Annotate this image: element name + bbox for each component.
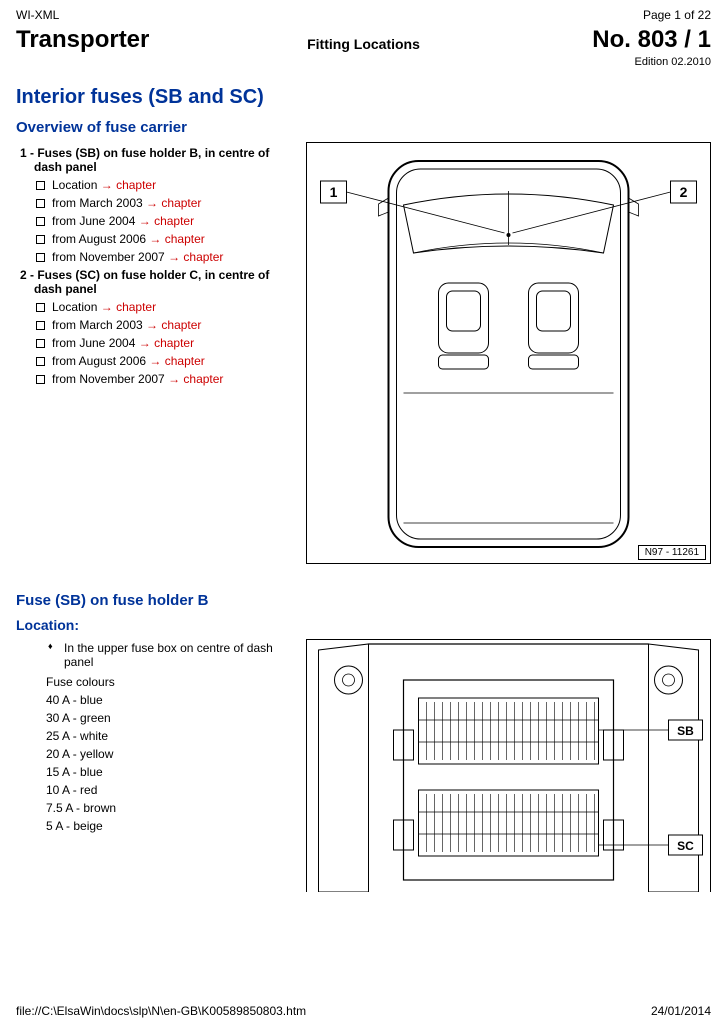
location-text-column: In the upper fuse box on centre of dash … xyxy=(16,639,296,892)
fuse-colours-heading: Fuse colours xyxy=(46,675,296,689)
fuse-colour-item: 20 A - yellow xyxy=(46,747,296,761)
list-item: from November 2007 → chapter xyxy=(52,250,296,264)
chapter-link[interactable]: chapter xyxy=(183,250,223,264)
fusebox-diagram: SB SC xyxy=(307,640,710,892)
footer-date: 24/01/2014 xyxy=(651,1004,711,1018)
list-item: from June 2004 → chapter xyxy=(52,214,296,228)
heading-overview: Overview of fuse carrier xyxy=(16,119,711,136)
fuse-colour-item: 5 A - beige xyxy=(46,819,296,833)
list-item: from November 2007 → chapter xyxy=(52,372,296,386)
svg-text:2: 2 xyxy=(680,184,688,200)
heading-location: Location: xyxy=(16,617,711,633)
fuse-colour-item: 10 A - red xyxy=(46,783,296,797)
list-item: from March 2003 → chapter xyxy=(52,318,296,332)
fuse-colour-item: 7.5 A - brown xyxy=(46,801,296,815)
heading-fuse-sb: Fuse (SB) on fuse holder B xyxy=(16,592,711,609)
fuse-colour-item: 30 A - green xyxy=(46,711,296,725)
list-item: Location → chapter xyxy=(52,178,296,192)
title-model: Transporter xyxy=(16,26,149,54)
list-item: from August 2006 → chapter xyxy=(52,354,296,368)
fuse-colour-item: 15 A - blue xyxy=(46,765,296,779)
edition: Edition 02.2010 xyxy=(16,56,711,68)
heading-interior-fuses: Interior fuses (SB and SC) xyxy=(16,86,711,109)
chapter-link[interactable]: chapter xyxy=(154,336,194,350)
list-item: from March 2003 → chapter xyxy=(52,196,296,210)
svg-text:1: 1 xyxy=(330,184,338,200)
group-2-heading: 2 - Fuses (SC) on fuse holder C, in cent… xyxy=(34,268,296,296)
fusebox-figure: SB SC xyxy=(306,639,711,892)
chapter-link[interactable]: chapter xyxy=(116,300,156,314)
title-number: No. 803 / 1 xyxy=(592,26,711,54)
fuse-colour-item: 25 A - white xyxy=(46,729,296,743)
chapter-link[interactable]: chapter xyxy=(165,354,205,368)
page-indicator: Page 1 of 22 xyxy=(643,8,711,22)
figure-id-label: N97 - 11261 xyxy=(638,545,706,560)
group-2-list: Location → chapter from March 2003 → cha… xyxy=(16,300,296,386)
group-1-list: Location → chapter from March 2003 → cha… xyxy=(16,178,296,264)
list-item: from August 2006 → chapter xyxy=(52,232,296,246)
group-1-heading: 1 - Fuses (SB) on fuse holder B, in cent… xyxy=(34,146,296,174)
doc-id: WI-XML xyxy=(16,8,59,22)
list-item: Location → chapter xyxy=(52,300,296,314)
svg-text:SC: SC xyxy=(677,839,694,853)
vehicle-overview-figure: 1 2 xyxy=(306,142,711,564)
list-item: from June 2004 → chapter xyxy=(52,336,296,350)
chapter-link[interactable]: chapter xyxy=(161,196,201,210)
overview-text-column: 1 - Fuses (SB) on fuse holder B, in cent… xyxy=(16,142,296,564)
chapter-link[interactable]: chapter xyxy=(116,178,156,192)
fuse-colour-item: 40 A - blue xyxy=(46,693,296,707)
footer-path: file://C:\ElsaWin\docs\slp\N\en-GB\K0058… xyxy=(16,1004,306,1018)
vehicle-top-view-diagram: 1 2 xyxy=(307,143,710,563)
chapter-link[interactable]: chapter xyxy=(183,372,223,386)
svg-text:SB: SB xyxy=(677,724,694,738)
chapter-link[interactable]: chapter xyxy=(154,214,194,228)
title-section: Fitting Locations xyxy=(307,36,420,52)
chapter-link[interactable]: chapter xyxy=(161,318,201,332)
location-note: In the upper fuse box on centre of dash … xyxy=(64,641,296,669)
chapter-link[interactable]: chapter xyxy=(165,232,205,246)
